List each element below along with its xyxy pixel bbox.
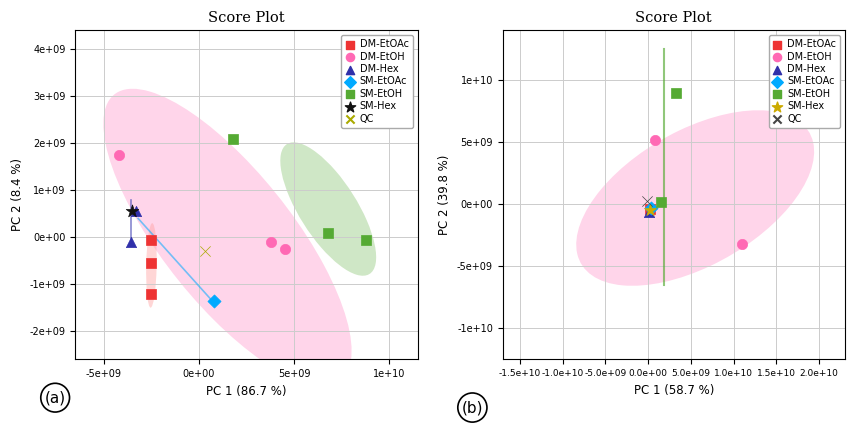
Point xyxy=(648,136,662,143)
Point xyxy=(226,135,240,142)
Point xyxy=(145,260,158,267)
Point xyxy=(654,199,668,206)
Point xyxy=(645,204,658,211)
Text: (b): (b) xyxy=(461,400,483,415)
Point xyxy=(123,239,137,245)
Point xyxy=(277,245,291,252)
Point xyxy=(735,241,749,248)
Ellipse shape xyxy=(146,223,157,308)
Ellipse shape xyxy=(576,110,814,286)
Point xyxy=(129,208,143,215)
Point xyxy=(321,229,335,236)
Legend: DM-EtOAc, DM-EtOH, DM-Hex, SM-EtOAc, SM-EtOH, SM-Hex, QC: DM-EtOAc, DM-EtOH, DM-Hex, SM-EtOAc, SM-… xyxy=(769,35,840,128)
Point xyxy=(145,236,158,243)
Ellipse shape xyxy=(104,89,352,386)
Point xyxy=(207,297,221,304)
Title: Score Plot: Score Plot xyxy=(208,11,285,25)
Text: (a): (a) xyxy=(45,390,66,405)
Point xyxy=(669,89,682,96)
X-axis label: PC 1 (58.7 %): PC 1 (58.7 %) xyxy=(633,384,714,397)
Y-axis label: PC 2 (39.8 %): PC 2 (39.8 %) xyxy=(438,155,451,235)
Point xyxy=(145,290,158,297)
Point xyxy=(644,207,657,214)
Legend: DM-EtOAc, DM-EtOH, DM-Hex, SM-EtOAc, SM-EtOH, SM-Hex, QC: DM-EtOAc, DM-EtOH, DM-Hex, SM-EtOAc, SM-… xyxy=(342,35,413,128)
Point xyxy=(198,248,211,255)
Title: Score Plot: Score Plot xyxy=(635,11,712,25)
Ellipse shape xyxy=(280,142,376,276)
Point xyxy=(112,152,126,158)
Point xyxy=(265,239,278,245)
Point xyxy=(643,208,657,215)
Point xyxy=(360,236,373,243)
Y-axis label: PC 2 (8.4 %): PC 2 (8.4 %) xyxy=(11,158,24,231)
Point xyxy=(640,197,654,204)
Point xyxy=(644,206,657,213)
Point xyxy=(126,208,140,215)
X-axis label: PC 1 (86.7 %): PC 1 (86.7 %) xyxy=(206,385,287,398)
